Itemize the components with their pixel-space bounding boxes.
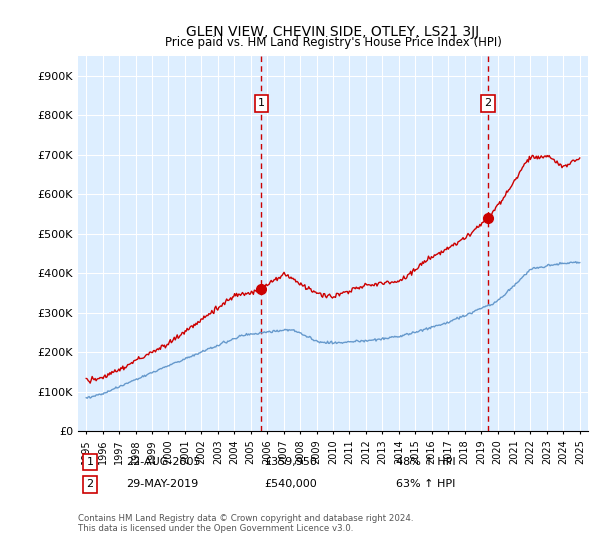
Text: 1: 1: [258, 99, 265, 109]
Text: £359,950: £359,950: [264, 457, 317, 467]
Text: 48% ↑ HPI: 48% ↑ HPI: [396, 457, 455, 467]
Text: Contains HM Land Registry data © Crown copyright and database right 2024.
This d: Contains HM Land Registry data © Crown c…: [78, 514, 413, 534]
Text: 29-MAY-2019: 29-MAY-2019: [126, 479, 198, 489]
Text: 63% ↑ HPI: 63% ↑ HPI: [396, 479, 455, 489]
Text: 2: 2: [484, 99, 491, 109]
Text: 1: 1: [86, 457, 94, 467]
Text: 2: 2: [86, 479, 94, 489]
Text: 22-AUG-2005: 22-AUG-2005: [126, 457, 200, 467]
Text: £540,000: £540,000: [264, 479, 317, 489]
Text: Price paid vs. HM Land Registry's House Price Index (HPI): Price paid vs. HM Land Registry's House …: [164, 36, 502, 49]
Text: GLEN VIEW, CHEVIN SIDE, OTLEY, LS21 3JJ: GLEN VIEW, CHEVIN SIDE, OTLEY, LS21 3JJ: [187, 25, 479, 39]
